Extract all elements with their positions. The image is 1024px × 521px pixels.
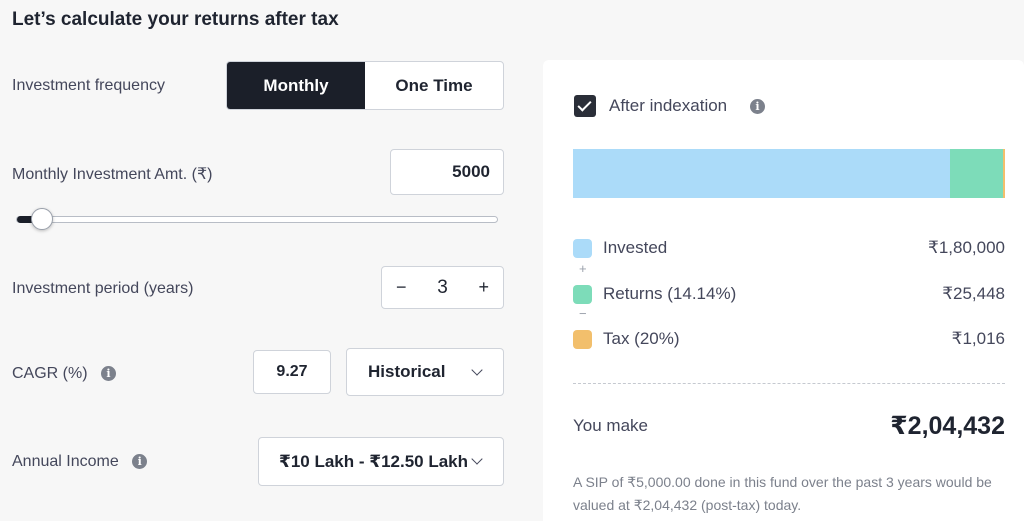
income-select[interactable]: ₹10 Lakh - ₹12.50 Lakh [258, 437, 504, 486]
cagr-input[interactable]: 9.27 [253, 350, 331, 394]
summary-note: A SIP of ₹5,000.00 done in this fund ove… [573, 474, 992, 513]
legend-item-returns: Returns (14.14%) ₹25,448 [573, 284, 1005, 304]
indexation-label: After indexation [609, 96, 728, 115]
legend-value: ₹1,016 [951, 329, 1005, 348]
chevron-down-icon [471, 453, 483, 465]
period-label: Investment period (years) [12, 280, 194, 297]
bar-segment-invested [573, 149, 950, 198]
legend-swatch [573, 284, 592, 304]
legend-name: Returns (14.14%) [603, 284, 737, 303]
amount-label: Monthly Investment Amt. (₹) [12, 166, 213, 183]
legend-item-invested: Invested ₹1,80,000 [573, 238, 1005, 258]
amount-slider-track[interactable] [16, 216, 498, 223]
legend-value: ₹25,448 [942, 284, 1005, 303]
info-icon[interactable]: i [750, 99, 765, 114]
frequency-label: Investment frequency [12, 77, 165, 94]
you-make-value: ₹2,04,432 [890, 412, 1005, 440]
increment-button[interactable]: + [478, 277, 489, 297]
legend-swatch [573, 238, 592, 258]
legend-name: Tax (20%) [603, 329, 680, 348]
one-time-option[interactable]: One Time [395, 75, 473, 95]
indexation-checkbox[interactable] [574, 95, 596, 117]
divider [573, 383, 1005, 384]
page-title: Let’s calculate your returns after tax [12, 9, 339, 30]
income-label: Annual Income [12, 453, 119, 470]
cagr-mode-value: Historical [368, 362, 446, 381]
info-icon[interactable]: i [132, 454, 148, 470]
returns-breakdown-bar [573, 149, 1005, 198]
bar-segment-tax [1002, 149, 1005, 198]
income-value: ₹10 Lakh - ₹12.50 Lakh [279, 451, 469, 471]
bar-segment-returns [949, 149, 1003, 198]
cagr-mode-select[interactable]: Historical [346, 348, 504, 396]
cagr-label: CAGR (%) [12, 365, 88, 382]
decrement-button[interactable]: − [396, 277, 407, 297]
period-stepper: − 3 + [381, 266, 504, 309]
legend-swatch [573, 329, 592, 349]
legend-name: Invested [603, 238, 668, 257]
legend-value: ₹1,80,000 [928, 238, 1005, 257]
period-value[interactable]: 3 [437, 276, 448, 298]
amount-slider-fill [17, 216, 41, 223]
amount-slider-thumb[interactable] [31, 208, 53, 230]
income-label-row: Annual Income i [12, 453, 148, 471]
info-icon[interactable]: i [101, 366, 117, 382]
chevron-down-icon [471, 363, 483, 376]
frequency-toggle: Monthly One Time [226, 61, 504, 110]
amount-input[interactable]: 5000 [390, 149, 504, 195]
minus-sign: − [579, 306, 587, 321]
returns-summary-card: After indexation i Invested ₹1,80,000 + … [543, 60, 1024, 521]
legend-item-tax: Tax (20%) ₹1,016 [573, 329, 1005, 349]
you-make-label: You make [573, 416, 648, 435]
cagr-label-row: CAGR (%) i [12, 365, 117, 383]
plus-sign: + [579, 261, 587, 276]
monthly-option[interactable]: Monthly [227, 62, 365, 109]
